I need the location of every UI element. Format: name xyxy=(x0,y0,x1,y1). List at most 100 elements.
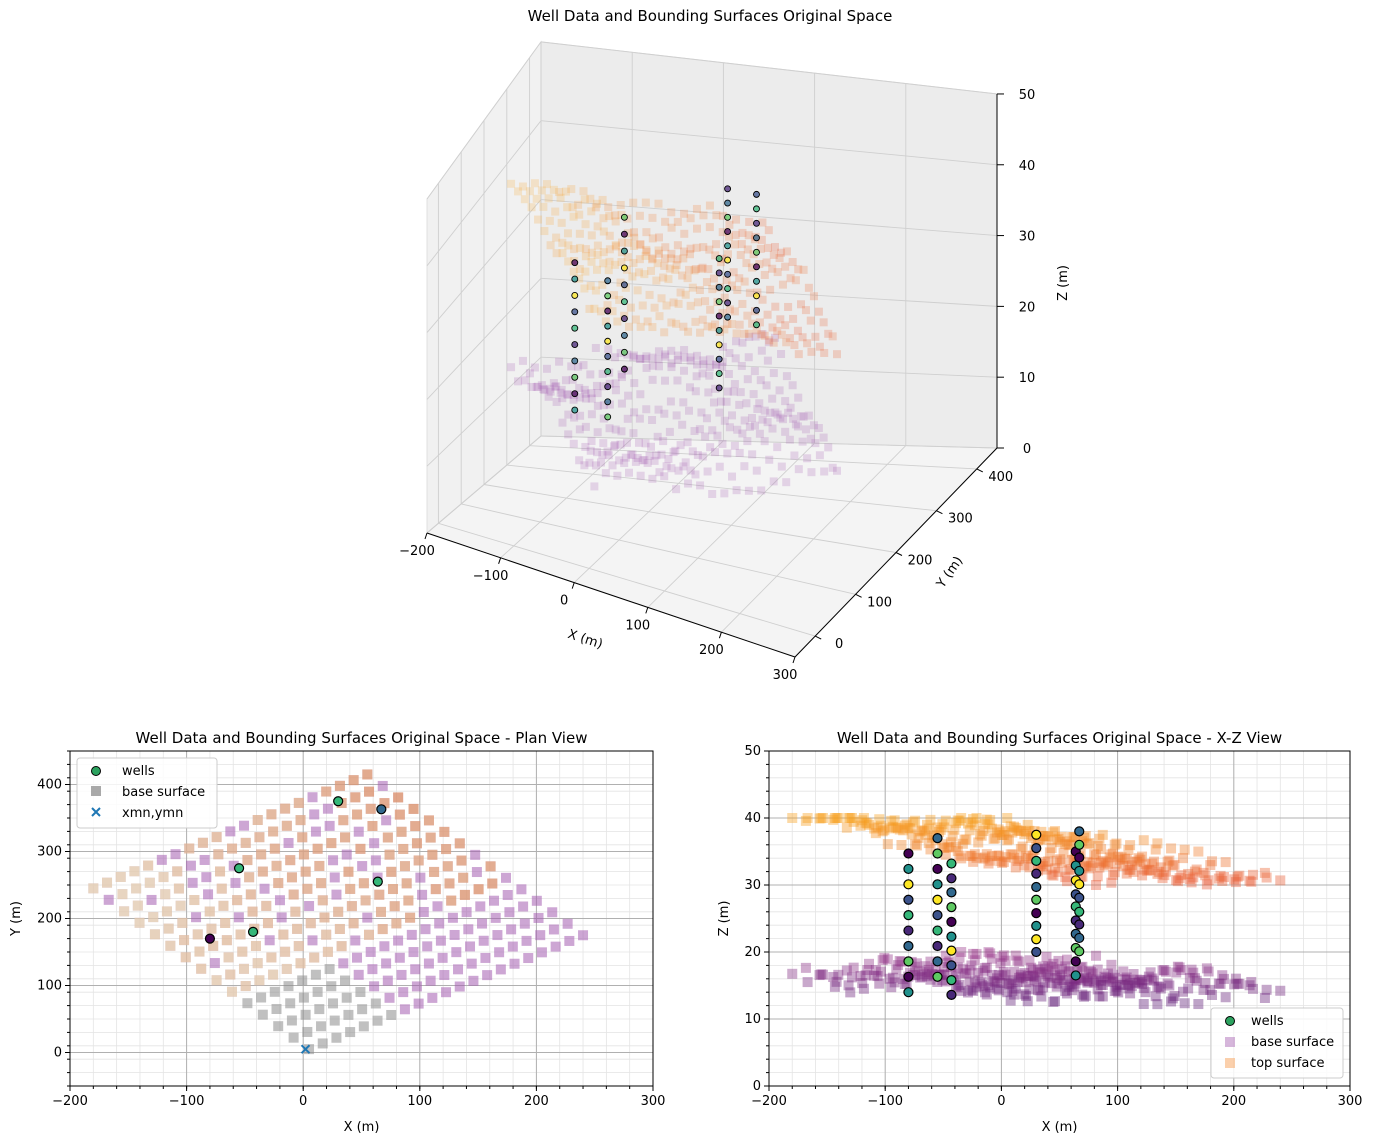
3d-base-surface-point xyxy=(740,462,749,471)
xz-top-surface-point xyxy=(1092,841,1103,852)
3d-base-surface-point xyxy=(546,387,555,396)
3d-top-surface-point xyxy=(807,347,816,356)
plan-top-surface-point xyxy=(316,878,327,889)
xz-base-surface-point xyxy=(940,950,951,961)
3d-well-point xyxy=(620,348,628,356)
plan-base-surface-point xyxy=(447,912,458,923)
3d-base-surface-point xyxy=(621,453,630,462)
3d-side-gridline xyxy=(426,41,542,200)
3d-top-surface-point xyxy=(527,203,536,212)
3d-base-surface-point xyxy=(591,461,600,470)
plan-top-surface-point xyxy=(295,815,306,826)
3d-top-surface-point xyxy=(525,187,534,196)
xz-top-surface-point xyxy=(884,823,895,834)
3d-top-surface-point xyxy=(605,245,614,254)
plan-base-surface-point xyxy=(259,883,270,894)
plan-top-surface-point xyxy=(389,901,400,912)
3d-top-surface-point xyxy=(546,241,555,250)
3d-top-surface-point xyxy=(570,245,579,254)
xz-top-surface-point xyxy=(957,838,968,849)
plan-top-surface-point xyxy=(256,849,267,860)
xz-top-surface-point xyxy=(1094,862,1105,873)
3d-top-surface-point xyxy=(587,257,596,266)
xz-base-surface-point xyxy=(1142,974,1153,985)
xz-base-surface-point xyxy=(1002,987,1013,998)
plan-top-surface-point xyxy=(410,821,421,832)
plan-base-surface-point xyxy=(201,872,212,883)
3d-top-surface-point xyxy=(638,301,647,310)
plan-top-surface-point xyxy=(266,809,277,820)
3d-top-surface-point xyxy=(654,249,663,258)
plan-top-surface-point xyxy=(334,923,345,934)
3d-base-surface-point xyxy=(617,427,626,436)
3d-top-surface-point xyxy=(561,187,570,196)
3d-top-surface-point xyxy=(698,263,707,272)
plan-base-surface-point xyxy=(228,860,239,871)
3d-base-surface-point xyxy=(563,390,572,399)
xz-top-surface-point xyxy=(978,826,989,837)
xz-base-surface-point xyxy=(1062,954,1073,965)
3d-base-surface-point xyxy=(777,349,786,358)
xz-base-surface-point xyxy=(1157,965,1168,976)
plan-base-surface-point xyxy=(328,998,339,1009)
xz-top-surface-point xyxy=(886,815,897,826)
plan-top-surface-point xyxy=(394,809,405,820)
xz-top-surface-point xyxy=(1055,837,1066,848)
3d-top-surface-point xyxy=(568,203,577,212)
3d-base-surface-point xyxy=(708,490,717,499)
plan-top-surface-point xyxy=(384,849,395,860)
xz-base-surface-point xyxy=(1050,965,1061,976)
plan-base-surface-point xyxy=(338,958,349,969)
plan-top-surface-point xyxy=(360,895,371,906)
xz-top-surface-point xyxy=(925,844,936,855)
plan-top-surface-point xyxy=(161,906,172,917)
3d-base-surface-point xyxy=(740,416,749,425)
3d-base-surface-point xyxy=(518,356,527,365)
xz-base-surface-point xyxy=(998,966,1009,977)
3d-top-surface-point xyxy=(599,259,608,268)
xz-base-surface-point xyxy=(956,947,967,957)
xz-base-surface-point xyxy=(1041,951,1052,962)
xz-base-surface-point xyxy=(1019,989,1030,1000)
plan-top-surface-point xyxy=(396,826,407,837)
plan-base-surface-point xyxy=(396,969,407,980)
plan-base-surface-point xyxy=(283,837,294,848)
xz-top-surface-point xyxy=(882,839,893,850)
3d-top-surface-point xyxy=(628,272,637,281)
3d-base-surface-point xyxy=(720,416,729,425)
plan-base-surface-point xyxy=(300,1009,311,1020)
xz-top-surface-point xyxy=(1143,864,1154,875)
plan-base-surface-point xyxy=(362,912,373,923)
xz-base-surface-point xyxy=(922,971,933,982)
xz-base-surface-point xyxy=(1174,962,1185,973)
3d-base-surface-point xyxy=(599,414,608,423)
3d-top-surface-point xyxy=(791,276,800,285)
3d-top-surface-point xyxy=(563,229,572,238)
plan-legend-box xyxy=(76,757,218,829)
plan-base-surface-point xyxy=(341,992,352,1003)
3d-top-surface-point xyxy=(814,307,823,316)
xz-top-surface-point xyxy=(1019,860,1030,871)
xz-base-surface-point xyxy=(1051,981,1062,992)
3d-top-surface-point xyxy=(669,298,678,307)
plan-base-surface-point xyxy=(533,912,544,923)
xz-top-surface-point xyxy=(843,813,854,823)
plan-base-surface-point xyxy=(418,906,429,917)
3d-base-surface-point xyxy=(680,366,689,375)
3d-top-surface-point xyxy=(659,273,668,282)
3d-top-surface-point xyxy=(758,218,767,227)
plan-base-surface-point xyxy=(437,952,448,963)
plan-base-surface-point xyxy=(326,981,337,992)
xz-top-surface-point xyxy=(829,813,840,823)
plan-top-surface-point xyxy=(334,780,345,791)
plan-top-surface-point xyxy=(237,946,248,957)
3d-top-surface-point xyxy=(654,233,663,242)
plan-top-surface-point xyxy=(343,866,354,877)
xz-top-surface-point xyxy=(1145,865,1156,876)
3d-base-surface-point xyxy=(715,462,724,471)
xz-base-surface-point xyxy=(981,989,992,1000)
3d-base-surface-point xyxy=(725,349,734,358)
3d-base-surface-point xyxy=(756,376,765,385)
3d-well-point xyxy=(620,230,628,238)
xz-well-point xyxy=(932,848,943,859)
